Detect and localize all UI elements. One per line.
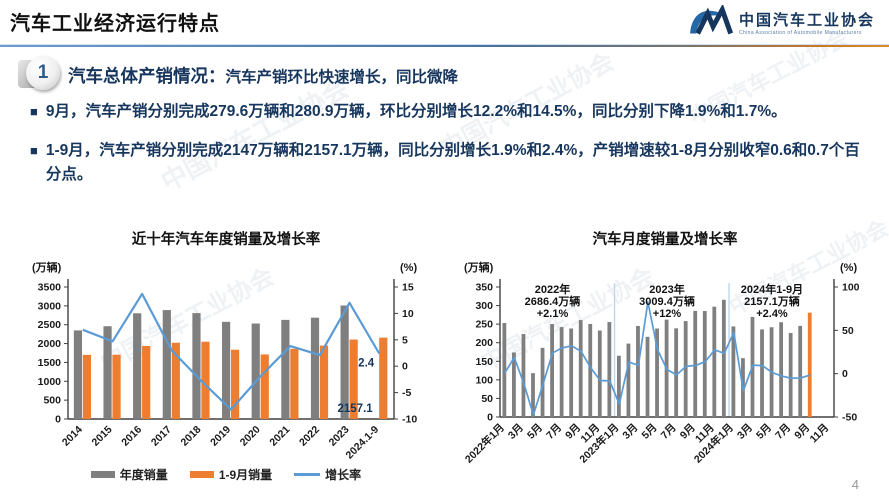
svg-text:2014: 2014	[60, 424, 85, 449]
svg-text:2157.1: 2157.1	[337, 403, 373, 415]
svg-text:0: 0	[55, 414, 61, 426]
svg-text:(万辆): (万辆)	[464, 260, 494, 274]
svg-text:200: 200	[475, 337, 493, 349]
svg-text:5月: 5月	[640, 422, 660, 442]
monthly-sales-chart-plot: 0 50 100 150 200 250 300 350 -50 0 50 100 (万辆) (%) 202…	[462, 260, 860, 466]
bullet-item: ■ 1-9月，汽车产销分别完成2147万辆和2157.1万辆，同比分别增长1.9…	[30, 139, 868, 187]
svg-text:0: 0	[842, 368, 848, 380]
caam-logo-icon	[690, 5, 733, 35]
svg-text:3000: 3000	[38, 300, 62, 312]
svg-text:50: 50	[481, 393, 493, 405]
annual-sales-chart-plot: 0 500 1000 1500 2000 2500 3000 3500 -10 -5 0 5 10 15 (…	[32, 260, 417, 461]
caam-logo: 中国汽车工业协会 China Association of Automobile…	[687, 5, 875, 39]
svg-text:0: 0	[402, 361, 408, 373]
svg-text:2500: 2500	[38, 319, 62, 331]
svg-text:100: 100	[475, 374, 493, 386]
svg-text:2015: 2015	[90, 424, 115, 449]
svg-text:2023: 2023	[327, 424, 352, 449]
page-title: 汽车工业经济运行特点	[10, 13, 220, 35]
svg-text:5月: 5月	[525, 422, 545, 442]
svg-text:2019: 2019	[208, 424, 233, 449]
annual-chart-legend: 年度销量 1-9月销量 增长率	[12, 466, 440, 483]
svg-text:2024.1-9: 2024.1-9	[344, 424, 382, 461]
svg-text:7月: 7月	[773, 422, 793, 442]
svg-text:3月: 3月	[620, 422, 640, 442]
summary-bullets: ■ 9月，汽车产销分别完成279.6万辆和280.9万辆，环比分别增长12.2%…	[30, 100, 868, 202]
bullet-square-icon: ■	[30, 104, 38, 119]
svg-text:-5: -5	[402, 387, 411, 399]
bullet-text: 9月，汽车产销分别完成279.6万辆和280.9万辆，环比分别增长12.2%和1…	[45, 103, 787, 120]
section-number-badge: 1	[18, 56, 62, 92]
page-number: 4	[851, 477, 859, 492]
svg-text:5: 5	[402, 334, 408, 346]
bullet-square-icon: ■	[30, 143, 38, 159]
legend-label: 增长率	[325, 468, 362, 482]
legend-item-annual-sales: 年度销量	[90, 466, 168, 483]
annual-chart-title: 近十年汽车年度销量及增长率	[131, 232, 321, 248]
legend-label: 年度销量	[119, 468, 168, 482]
section-heading: 汽车总体产销情况：汽车产销环比快速增长，同比微降	[68, 63, 458, 88]
bullet-text: 1-9月，汽车产销分别完成2147万辆和2157.1万辆，同比分别增长1.9%和…	[45, 142, 860, 184]
svg-text:2021: 2021	[267, 424, 292, 449]
svg-text:2017: 2017	[149, 424, 174, 449]
svg-text:500: 500	[43, 395, 61, 407]
svg-text:2022: 2022	[297, 424, 322, 449]
svg-text:2000: 2000	[38, 338, 62, 350]
logo-org-name: 中国汽车工业协会	[738, 11, 875, 29]
legend-label: 1-9月销量	[218, 468, 273, 482]
svg-text:-50: -50	[842, 412, 857, 424]
svg-text:(%): (%)	[840, 262, 857, 274]
svg-text:3月: 3月	[506, 422, 526, 442]
bullet-item: ■ 9月，汽车产销分别完成279.6万辆和280.9万辆，环比分别增长12.2%…	[30, 100, 868, 124]
svg-text:300: 300	[475, 300, 493, 312]
svg-text:2022年1月: 2022年1月	[462, 421, 507, 466]
svg-text:15: 15	[402, 282, 414, 294]
svg-text:0: 0	[487, 412, 493, 424]
legend-item-growth-rate: 增长率	[294, 466, 361, 483]
svg-text:7月: 7月	[659, 422, 679, 442]
logo-org-name-en: China Association of Automobile Manufact…	[738, 29, 862, 36]
header-divider	[0, 44, 889, 47]
svg-text:-10: -10	[402, 414, 417, 426]
svg-text:(万辆): (万辆)	[32, 260, 62, 274]
svg-text:10: 10	[402, 308, 414, 320]
svg-text:5月: 5月	[754, 422, 774, 442]
legend-item-ytd-sales: 1-9月销量	[189, 466, 273, 483]
svg-text:7月: 7月	[544, 422, 564, 442]
section-number: 1	[26, 56, 60, 90]
svg-text:3月: 3月	[735, 422, 755, 442]
legend-swatch-orange-bar	[189, 471, 214, 478]
legend-swatch-blue-line	[294, 473, 321, 476]
svg-text:250: 250	[475, 319, 493, 331]
svg-text:2020: 2020	[238, 424, 263, 449]
svg-text:350: 350	[475, 282, 493, 294]
svg-text:2016: 2016	[119, 424, 144, 449]
svg-text:1000: 1000	[38, 376, 62, 388]
svg-text:(%): (%)	[400, 262, 417, 274]
section-heading-main: 汽车总体产销情况：	[68, 66, 226, 86]
svg-text:2018: 2018	[178, 424, 203, 449]
annual-sales-chart: 近十年汽车年度销量及增长率 0 500 1000 1500 2000 2500 3000 35…	[12, 228, 440, 483]
legend-swatch-gray-bar	[90, 471, 115, 478]
monthly-chart-title: 汽车月度销量及增长率	[592, 232, 738, 248]
svg-text:150: 150	[475, 356, 493, 368]
svg-text:3500: 3500	[38, 282, 62, 294]
section-heading-sub: 汽车产销环比快速增长，同比微降	[225, 69, 459, 86]
svg-text:11月: 11月	[808, 422, 832, 446]
svg-text:2.4: 2.4	[358, 358, 375, 370]
svg-text:1500: 1500	[38, 357, 62, 369]
monthly-sales-chart: 汽车月度销量及增长率 0 50 100 150 200 250 300 350 -50 0 50 10…	[450, 228, 880, 488]
svg-text:100: 100	[842, 282, 860, 294]
svg-text:50: 50	[842, 325, 854, 337]
